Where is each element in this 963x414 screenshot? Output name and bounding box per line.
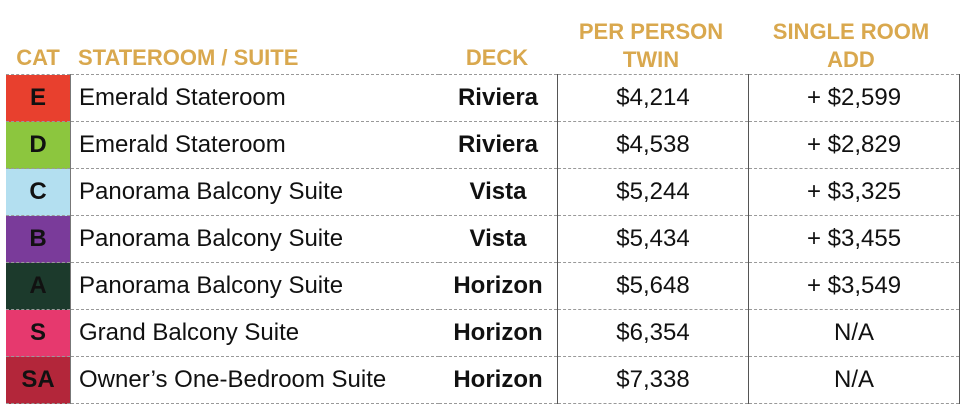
category-badge: S — [6, 309, 71, 357]
header-per-person: PER PERSON — [578, 19, 724, 44]
deck-name: Vista — [439, 215, 558, 263]
header-cat: CAT — [16, 45, 60, 70]
single-room-add-price: + $3,455 — [748, 215, 960, 263]
header-twin: TWIN — [622, 47, 680, 72]
single-room-add-price: + $3,549 — [748, 262, 960, 310]
deck-name: Riviera — [439, 74, 558, 122]
stateroom-name: Panorama Balcony Suite — [70, 215, 439, 263]
header-single-room-add: SINGLE ROOM ADD — [746, 18, 956, 74]
stateroom-name: Emerald Stateroom — [70, 74, 439, 122]
single-room-add-price: + $2,829 — [748, 121, 960, 169]
stateroom-name: Emerald Stateroom — [70, 121, 439, 169]
per-person-twin-price: $7,338 — [557, 356, 749, 404]
rates-table: E Emerald Stateroom Riviera $4,214 + $2,599 D… — [6, 74, 960, 404]
single-room-add-price: + $2,599 — [748, 74, 960, 122]
single-room-add-price: N/A — [748, 356, 960, 404]
table-row: B Panorama Balcony Suite Vista $5,434 + $3,4… — [6, 215, 960, 263]
per-person-twin-price: $4,214 — [557, 74, 749, 122]
header-deck: DECK — [465, 45, 529, 70]
header-add: ADD — [827, 47, 875, 72]
deck-name: Horizon — [439, 262, 558, 310]
category-badge: E — [6, 74, 71, 122]
category-badge: SA — [6, 356, 71, 404]
deck-name: Vista — [439, 168, 558, 216]
header-per-person-twin: PER PERSON TWIN — [556, 18, 746, 74]
category-badge: C — [6, 168, 71, 216]
header-single-room: SINGLE ROOM — [772, 19, 930, 44]
stateroom-name: Panorama Balcony Suite — [70, 168, 439, 216]
deck-name: Horizon — [439, 356, 558, 404]
single-room-add-price: + $3,325 — [748, 168, 960, 216]
rates-table-body: E Emerald Stateroom Riviera $4,214 + $2,599 D… — [6, 74, 960, 404]
table-row: C Panorama Balcony Suite Vista $5,244 + $3,3… — [6, 168, 960, 216]
per-person-twin-price: $5,434 — [557, 215, 749, 263]
table-row: S Grand Balcony Suite Horizon $6,354 N/A — [6, 309, 960, 357]
per-person-twin-price: $5,244 — [557, 168, 749, 216]
category-badge: B — [6, 215, 71, 263]
category-badge: A — [6, 262, 71, 310]
per-person-twin-price: $4,538 — [557, 121, 749, 169]
single-room-add-price: N/A — [748, 309, 960, 357]
category-badge: D — [6, 121, 71, 169]
table-row: SA Owner’s One-Bedroom Suite Horizon $7,338… — [6, 356, 960, 404]
table-row: A Panorama Balcony Suite Horizon $5,648 + $3… — [6, 262, 960, 310]
per-person-twin-price: $5,648 — [557, 262, 749, 310]
table-row: E Emerald Stateroom Riviera $4,214 + $2,599 — [6, 74, 960, 122]
table-row: D Emerald Stateroom Riviera $4,538 + $2,829 — [6, 121, 960, 169]
stateroom-name: Panorama Balcony Suite — [70, 262, 439, 310]
header-stateroom: STATEROOM / SUITE — [78, 45, 299, 70]
deck-name: Horizon — [439, 309, 558, 357]
deck-name: Riviera — [439, 121, 558, 169]
stateroom-name: Grand Balcony Suite — [70, 309, 439, 357]
table-header: CAT STATEROOM / SUITE DECK PER PERSON TW… — [0, 0, 963, 74]
per-person-twin-price: $6,354 — [557, 309, 749, 357]
stateroom-name: Owner’s One-Bedroom Suite — [70, 356, 439, 404]
